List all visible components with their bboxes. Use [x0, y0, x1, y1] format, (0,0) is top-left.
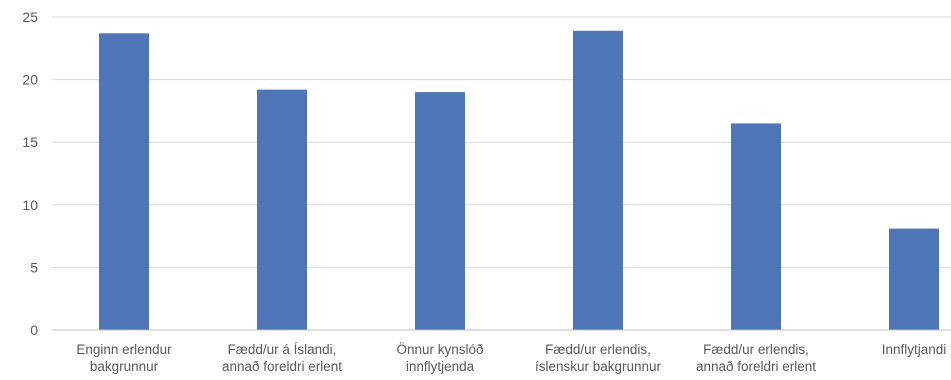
y-tick-label: 25	[22, 9, 38, 25]
x-tick-label: Enginn erlendur	[76, 342, 172, 357]
x-tick-label: íslenskur bakgrunnur	[535, 359, 662, 374]
x-tick-label: bakgrunnur	[90, 359, 159, 374]
y-tick-label: 20	[22, 72, 38, 88]
bar	[257, 89, 307, 330]
gridlines	[52, 16, 951, 268]
bars	[99, 30, 939, 331]
x-tick-label: annað foreldri erlent	[222, 359, 342, 374]
x-tick-label: innflytjenda	[406, 359, 475, 374]
x-tick-label: Fædd/ur á Íslandi,	[228, 342, 337, 357]
x-tick-label: Fædd/ur erlendis,	[703, 342, 809, 357]
bar	[415, 92, 465, 331]
y-tick-label: 15	[22, 134, 38, 150]
y-tick-label: 10	[22, 197, 38, 213]
x-tick-label: Önnur kynslóð	[396, 342, 483, 357]
bar	[573, 30, 623, 330]
x-axis: Enginn erlendur bakgrunnur Fædd/ur á Íslan…	[52, 329, 951, 374]
x-tick-label: Fædd/ur erlendis,	[545, 342, 651, 357]
y-axis: 0 5 10 15 20 25	[22, 9, 38, 338]
bar	[889, 228, 939, 330]
bar	[99, 33, 149, 330]
y-tick-label: 0	[30, 322, 38, 338]
x-tick-label: annað foreldri erlent	[696, 359, 816, 374]
bar	[731, 123, 781, 330]
y-tick-label: 5	[30, 259, 38, 275]
x-tick-label: Innflytjandi	[882, 342, 947, 357]
